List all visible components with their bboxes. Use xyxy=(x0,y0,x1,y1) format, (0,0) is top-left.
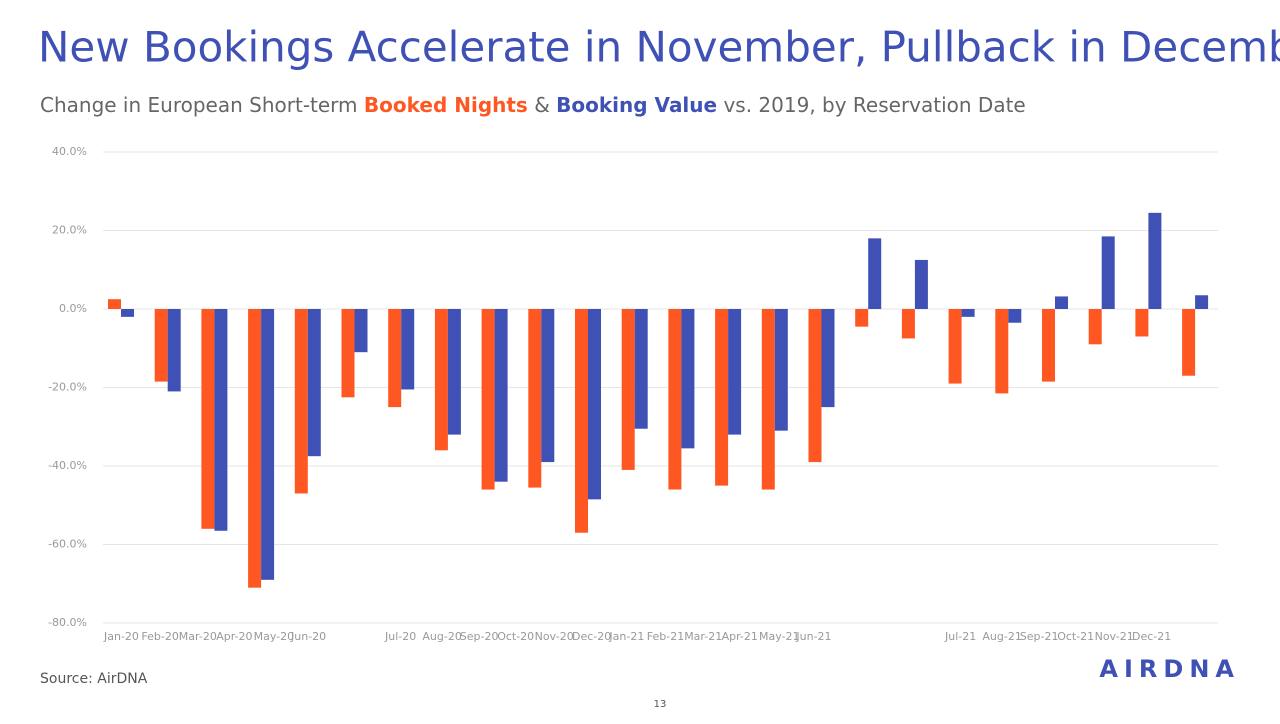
y-tick-label: -20.0% xyxy=(48,381,87,394)
bar xyxy=(214,309,228,531)
bar xyxy=(914,259,928,309)
bar xyxy=(774,309,788,431)
bar xyxy=(761,309,775,490)
bar xyxy=(201,309,215,529)
x-tick-label: Jun-20 xyxy=(290,630,326,643)
x-tick-label: Sep-21 xyxy=(1020,630,1059,643)
bar xyxy=(447,309,461,435)
x-tick-label: Sep-20 xyxy=(460,630,499,643)
bar xyxy=(868,238,882,309)
bar xyxy=(995,309,1009,394)
subtitle-text: vs. 2019, by Reservation Date xyxy=(717,93,1026,117)
x-tick-label: Mar-20 xyxy=(179,630,217,643)
subtitle-text: & xyxy=(528,93,556,117)
x-tick-label: Jul-20 xyxy=(384,630,416,643)
x-tick-label: Aug-21 xyxy=(982,630,1021,643)
bar xyxy=(341,309,355,398)
bar xyxy=(494,309,508,482)
subtitle-series: Booking Value xyxy=(556,93,717,117)
x-tick-label: Apr-20 xyxy=(216,630,252,643)
bar xyxy=(167,309,181,392)
bar xyxy=(901,309,915,339)
x-tick-label: Jan-21 xyxy=(608,630,644,643)
subtitle-series: Booked Nights xyxy=(364,93,528,117)
bar xyxy=(1135,309,1149,337)
bar xyxy=(1088,309,1102,345)
x-tick-label: Aug-20 xyxy=(422,630,461,643)
bar xyxy=(728,309,742,435)
bar xyxy=(401,309,415,390)
bar xyxy=(715,309,729,486)
x-tick-label: Oct-20 xyxy=(497,630,534,643)
y-tick-label: -40.0% xyxy=(48,459,87,472)
bar xyxy=(528,309,542,488)
bar xyxy=(261,309,275,580)
bar xyxy=(307,309,321,457)
bar xyxy=(1055,296,1068,309)
x-tick-label: Jun-21 xyxy=(795,630,831,643)
bar xyxy=(634,309,648,429)
y-tick-label: 0.0% xyxy=(59,302,87,315)
x-tick-label: Jan-20 xyxy=(103,630,139,643)
bar xyxy=(1042,309,1055,382)
x-tick-label: May-21 xyxy=(759,630,800,643)
bar xyxy=(808,309,822,463)
bar xyxy=(1148,212,1162,309)
y-tick-label: -60.0% xyxy=(48,538,87,551)
chart-subtitle: Change in European Short-term Booked Nig… xyxy=(40,93,1026,117)
bar xyxy=(434,309,448,451)
bar xyxy=(1101,236,1115,309)
bar xyxy=(154,309,168,382)
x-tick-label: Apr-21 xyxy=(722,630,758,643)
page-number: 13 xyxy=(654,699,667,710)
bar xyxy=(948,309,962,384)
x-tick-label: Oct-21 xyxy=(1057,630,1094,643)
x-tick-label: Mar-21 xyxy=(684,630,722,643)
bar xyxy=(1182,309,1196,376)
x-tick-label: May-20 xyxy=(254,630,295,643)
y-tick-label: 20.0% xyxy=(52,224,87,237)
bar xyxy=(681,309,695,449)
logo: AIRDNA xyxy=(1099,655,1240,683)
x-tick-label: Feb-20 xyxy=(141,630,178,643)
x-tick-label: Dec-21 xyxy=(1132,630,1171,643)
bar xyxy=(541,309,555,463)
x-tick-label: Jul-21 xyxy=(944,630,976,643)
x-tick-label: Nov-21 xyxy=(1095,630,1134,643)
bar xyxy=(668,309,682,490)
bar xyxy=(621,309,635,470)
source: Source: AirDNA xyxy=(40,671,148,687)
x-tick-label: Feb-21 xyxy=(647,630,684,643)
bar xyxy=(1195,295,1209,309)
bar xyxy=(961,309,975,317)
bar xyxy=(575,309,588,533)
bar xyxy=(388,309,402,408)
y-tick-label: -80.0% xyxy=(48,616,87,629)
bar xyxy=(855,309,869,327)
bar xyxy=(121,309,134,317)
bar xyxy=(294,309,308,494)
y-tick-label: 40.0% xyxy=(52,145,87,158)
x-tick-label: Dec-20 xyxy=(572,630,611,643)
bar xyxy=(108,299,121,309)
subtitle-text: Change in European Short-term xyxy=(40,93,364,117)
bar xyxy=(588,309,601,500)
chart-title: New Bookings Accelerate in November, Pul… xyxy=(38,23,1280,72)
bar xyxy=(354,309,368,353)
bar xyxy=(481,309,495,490)
bar xyxy=(248,309,262,588)
plot: -80.0% -60.0% -40.0% -20.0% 0.0% 20.0% 40.0% Ja… xyxy=(48,145,1218,643)
bar xyxy=(1008,309,1022,323)
x-tick-label: Nov-20 xyxy=(535,630,574,643)
bar xyxy=(821,309,835,408)
